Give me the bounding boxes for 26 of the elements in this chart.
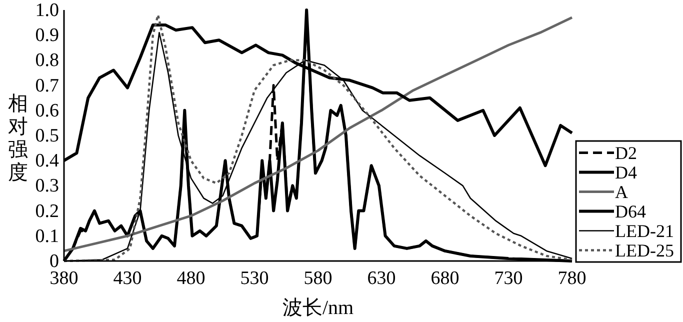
- y-tick-label: 0.9: [35, 25, 59, 46]
- y-tick-label: 0.2: [35, 200, 59, 222]
- legend-label: D2: [615, 142, 637, 163]
- y-tick-label: 0.6: [35, 100, 59, 122]
- x-tick-label: 580: [304, 268, 332, 289]
- x-tick-label: 680: [430, 268, 460, 289]
- x-axis-title: 波长/nm: [282, 297, 354, 319]
- y-axis-title: 相对强度: [8, 93, 28, 184]
- x-tick-label: 430: [113, 268, 142, 289]
- y-tick-label: 0.8: [35, 50, 59, 72]
- legend-label: D4: [615, 162, 637, 182]
- x-tick-label: 480: [176, 268, 206, 289]
- legend-label: LED-21: [615, 220, 674, 241]
- y-tick-label: 0.1: [35, 226, 59, 247]
- x-tick-label: 530: [240, 268, 269, 289]
- y-tick-label: 1.0: [35, 0, 59, 21]
- x-tick-label: 630: [367, 268, 396, 289]
- legend-label: LED-25: [615, 240, 674, 260]
- x-tick-label: 780: [558, 268, 586, 289]
- x-tick-label: 730: [494, 268, 523, 289]
- y-tick-label: 0.4: [35, 150, 60, 172]
- y-tick-label: 0.5: [35, 126, 59, 146]
- y-tick-label: 0.7: [35, 75, 59, 96]
- y-tick-label: 0.3: [35, 176, 59, 197]
- legend-label: D64: [615, 201, 646, 222]
- legend-label: A: [615, 182, 628, 202]
